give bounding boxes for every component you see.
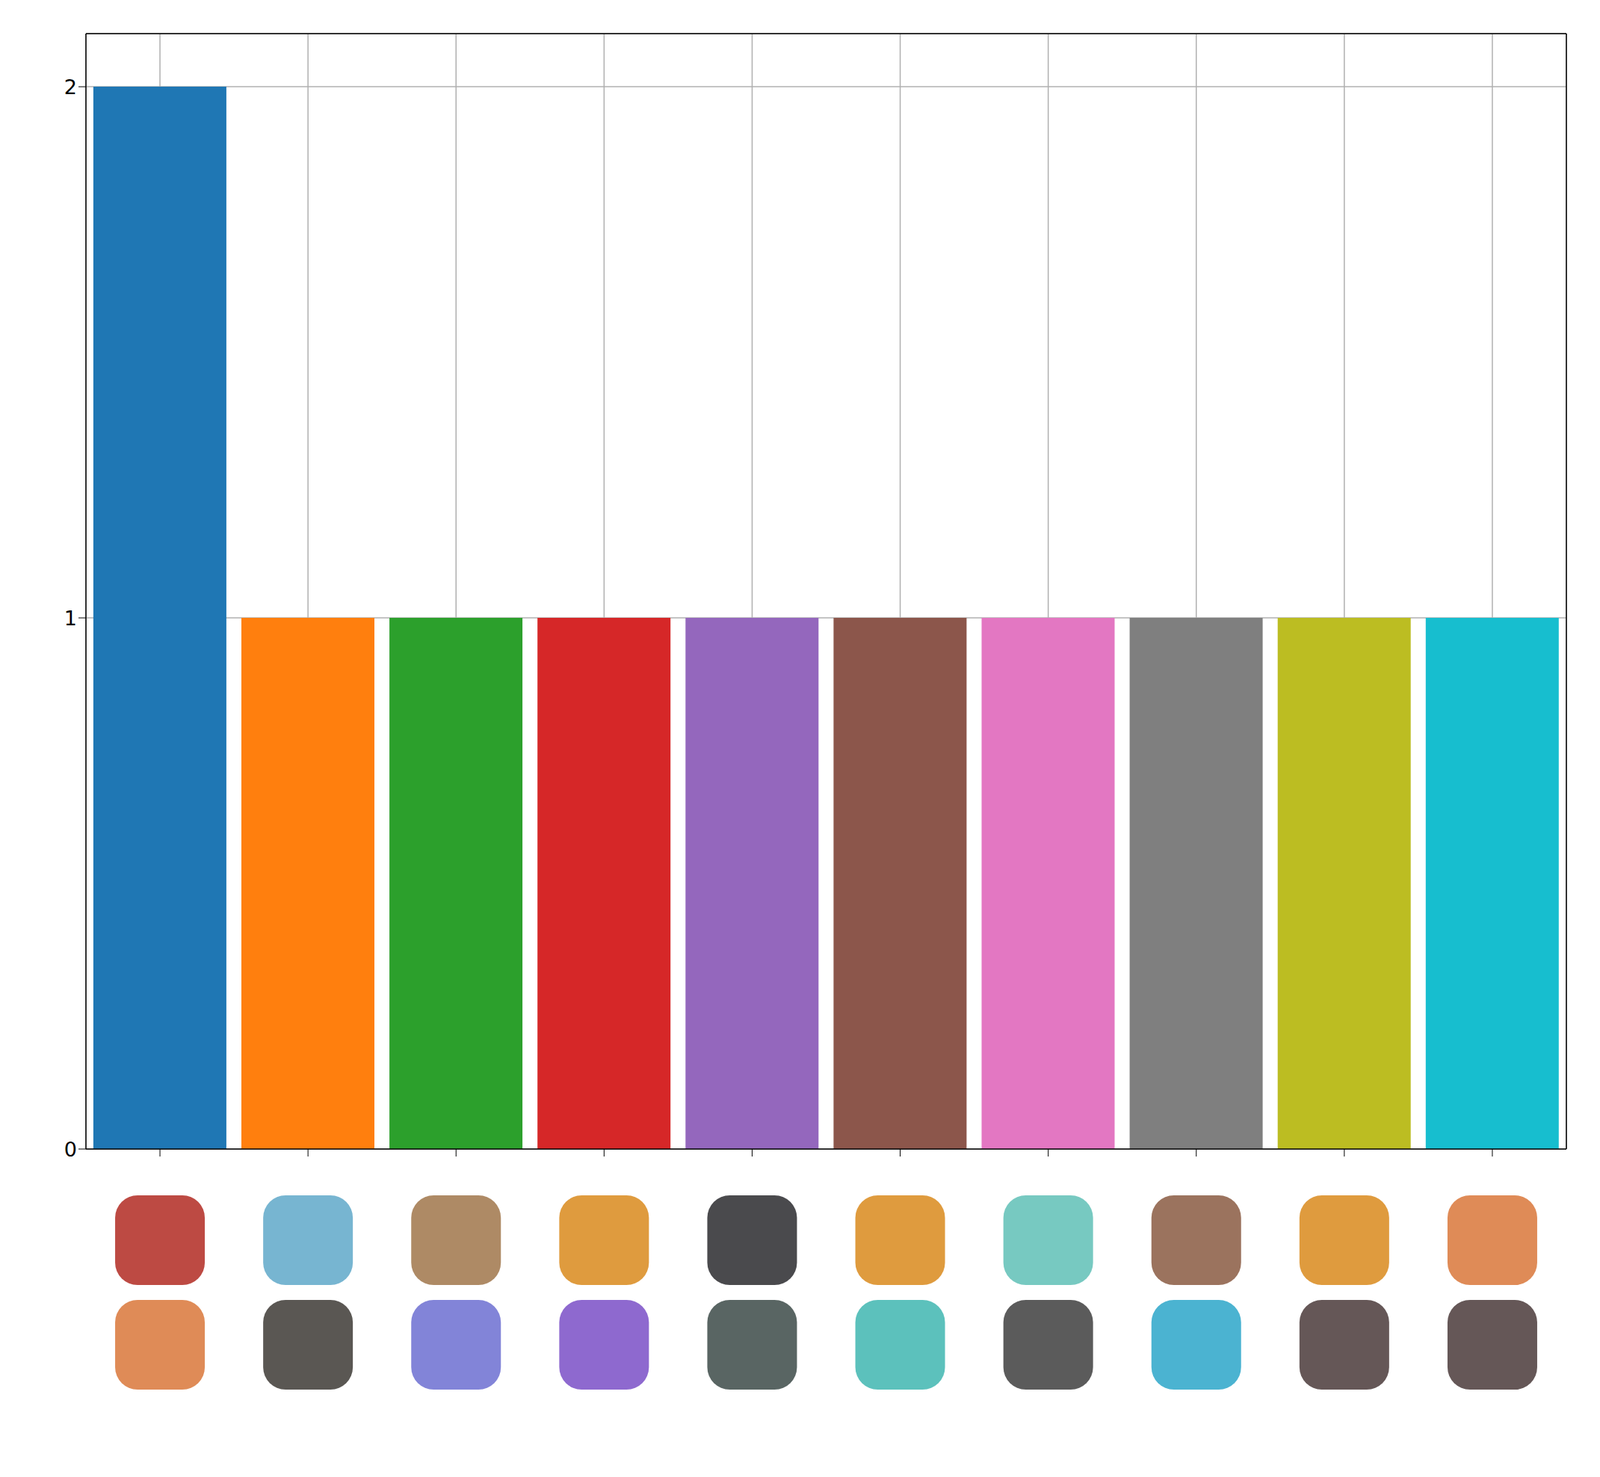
svg-text:0: 0 bbox=[64, 1138, 77, 1162]
svg-text:2: 2 bbox=[64, 75, 77, 99]
svg-text:1: 1 bbox=[64, 606, 77, 630]
